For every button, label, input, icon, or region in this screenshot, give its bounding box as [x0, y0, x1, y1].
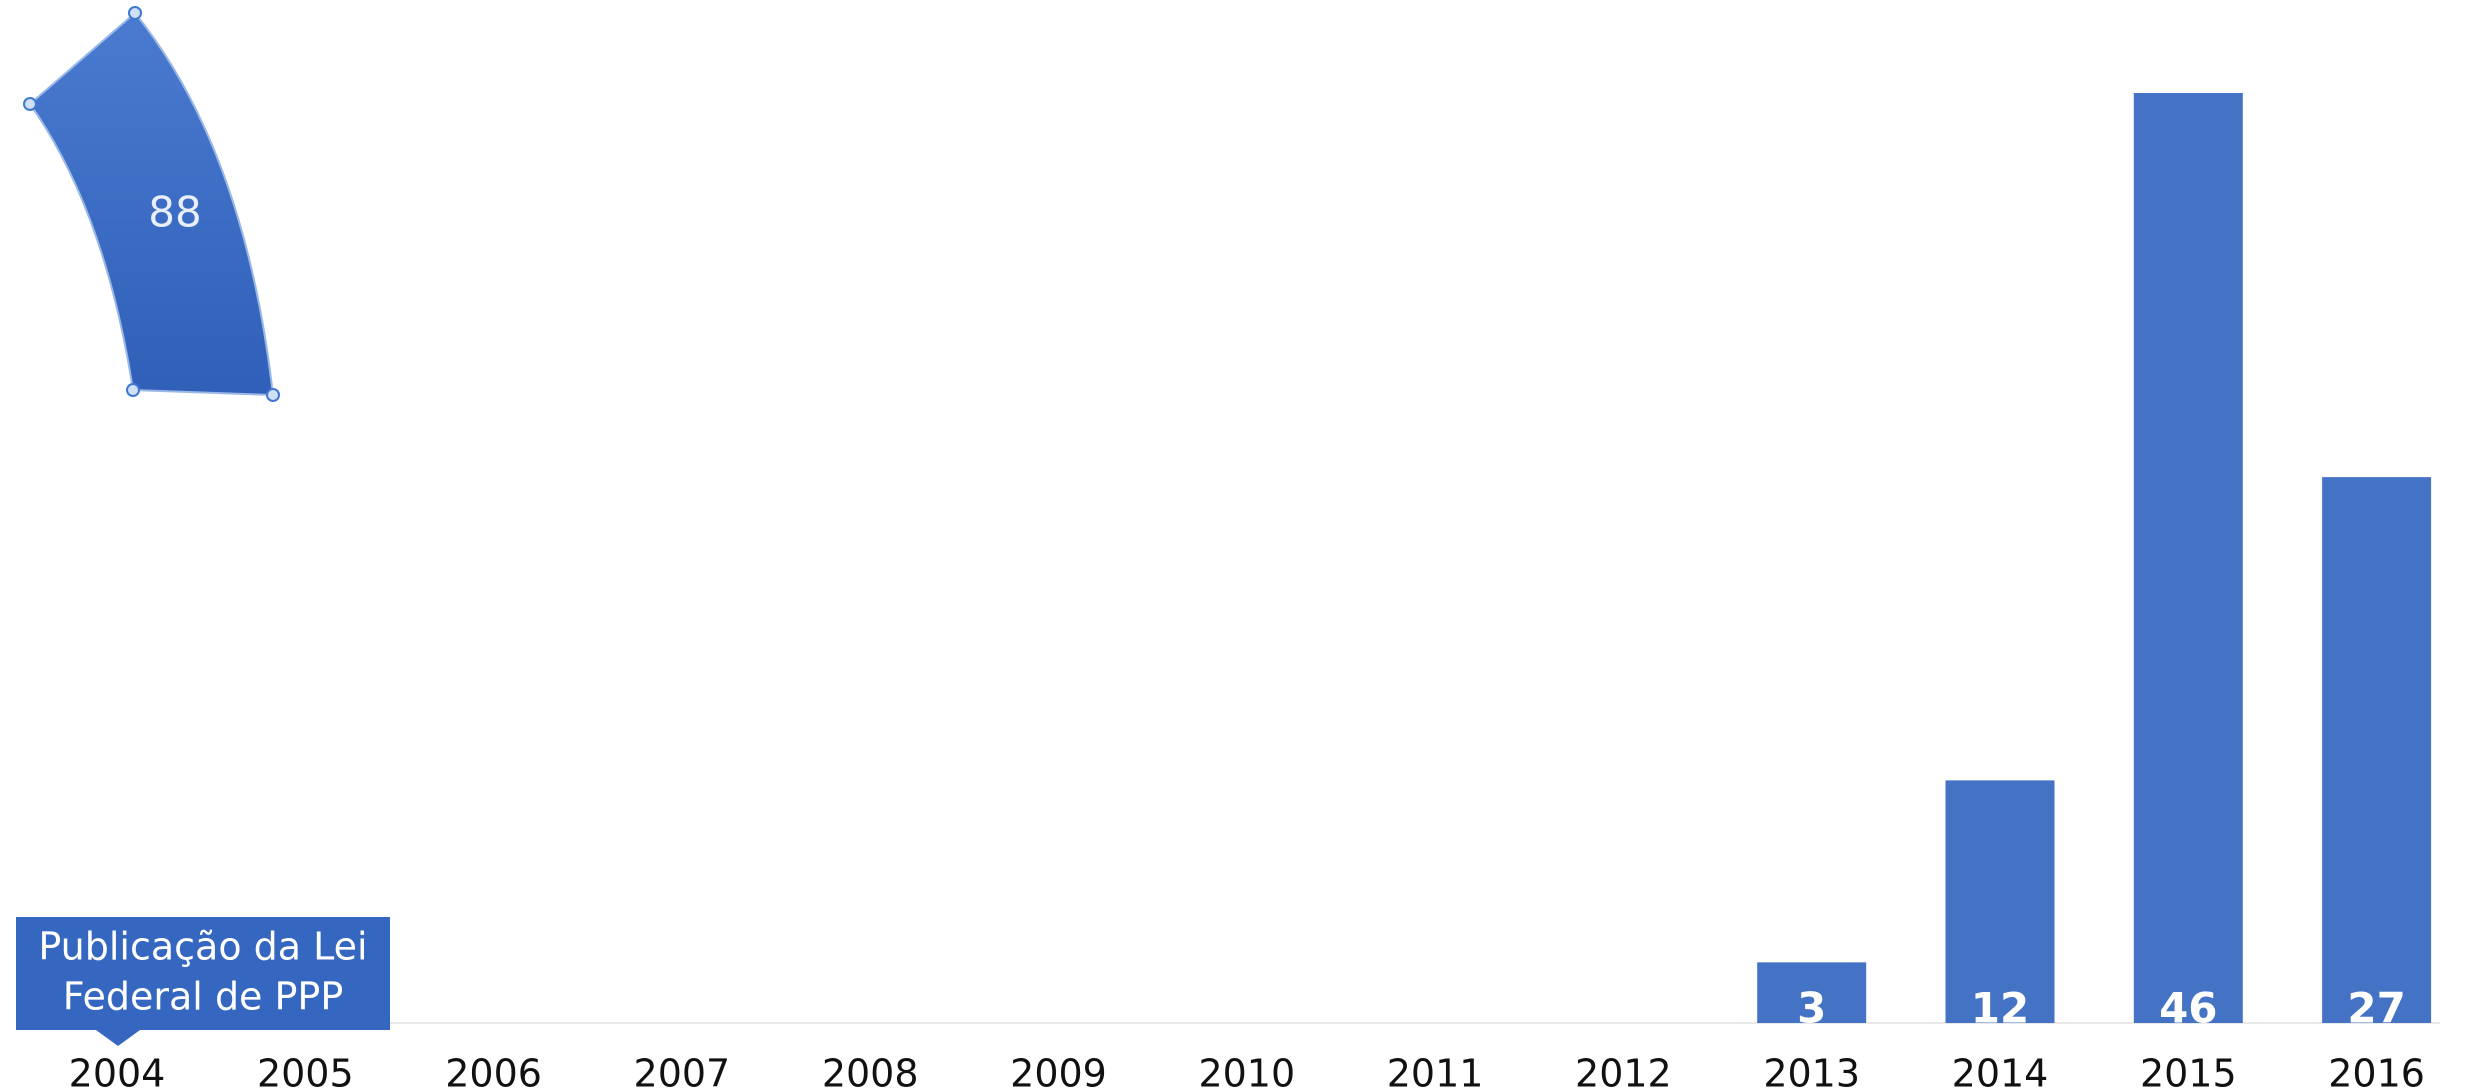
annotation-line: Federal de PPP: [63, 975, 344, 1019]
x-tick-label: 2013: [1763, 1052, 1860, 1089]
value-label: 3: [1797, 984, 1826, 1033]
x-tick-label: 2007: [634, 1052, 731, 1089]
x-tick-label: 2015: [2140, 1052, 2237, 1089]
x-tick-label: 2016: [2328, 1052, 2425, 1089]
bar: [2322, 477, 2432, 1023]
total-label: 88: [148, 188, 201, 237]
handle: [128, 6, 142, 20]
value-label: 46: [2159, 984, 2217, 1033]
x-tick-label: 2011: [1387, 1052, 1484, 1089]
x-tick-label: 2014: [1952, 1052, 2049, 1089]
x-tick-label: 2005: [257, 1052, 354, 1089]
bar: [1757, 962, 1867, 1023]
value-label: 27: [2347, 984, 2405, 1033]
handle: [126, 383, 140, 397]
bars: 2004 2005 2006 2007 2008 2009 2010 2011 2012 2013…: [69, 93, 2432, 1089]
x-tick-label: 2012: [1575, 1052, 1672, 1089]
value-label: 12: [1971, 984, 2029, 1033]
annotation-line: Publicação da Lei: [38, 925, 367, 969]
x-tick-label: 2010: [1198, 1052, 1295, 1089]
handle: [23, 97, 37, 111]
bar: [2133, 93, 2243, 1023]
x-tick-label: 2009: [1010, 1052, 1107, 1089]
annotation-box: [16, 917, 390, 1046]
x-tick-label: 2008: [822, 1052, 919, 1089]
x-tick-label: 2006: [445, 1052, 542, 1089]
x-tick-label: 2004: [69, 1052, 166, 1089]
bar: [1945, 780, 2055, 1023]
handle: [266, 388, 280, 402]
